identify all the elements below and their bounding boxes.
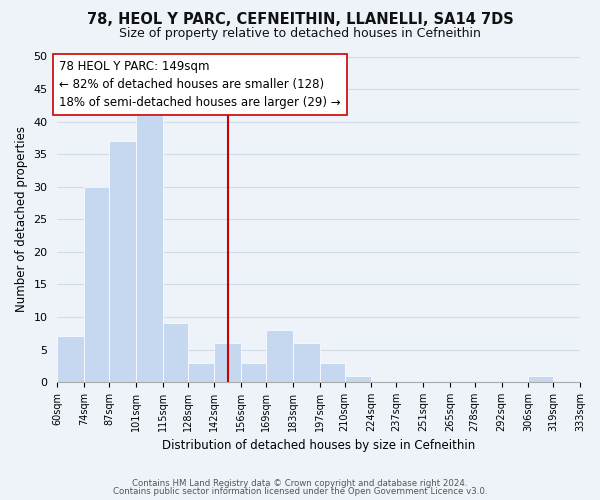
Bar [163,324,188,382]
Text: Size of property relative to detached houses in Cefneithin: Size of property relative to detached ho… [119,28,481,40]
Text: 78, HEOL Y PARC, CEFNEITHIN, LLANELLI, SA14 7DS: 78, HEOL Y PARC, CEFNEITHIN, LLANELLI, S… [86,12,514,28]
Bar [320,362,344,382]
Bar [266,330,293,382]
Bar [214,343,241,382]
Bar [529,376,553,382]
Bar [293,343,320,382]
Bar [241,362,266,382]
Bar [58,336,84,382]
Bar [188,362,214,382]
Text: Contains public sector information licensed under the Open Government Licence v3: Contains public sector information licen… [113,487,487,496]
Y-axis label: Number of detached properties: Number of detached properties [15,126,28,312]
Bar [136,115,163,382]
Bar [84,186,109,382]
Text: Contains HM Land Registry data © Crown copyright and database right 2024.: Contains HM Land Registry data © Crown c… [132,478,468,488]
Bar [344,376,371,382]
X-axis label: Distribution of detached houses by size in Cefneithin: Distribution of detached houses by size … [162,440,475,452]
Bar [109,141,136,382]
Text: 78 HEOL Y PARC: 149sqm
← 82% of detached houses are smaller (128)
18% of semi-de: 78 HEOL Y PARC: 149sqm ← 82% of detached… [59,60,341,109]
